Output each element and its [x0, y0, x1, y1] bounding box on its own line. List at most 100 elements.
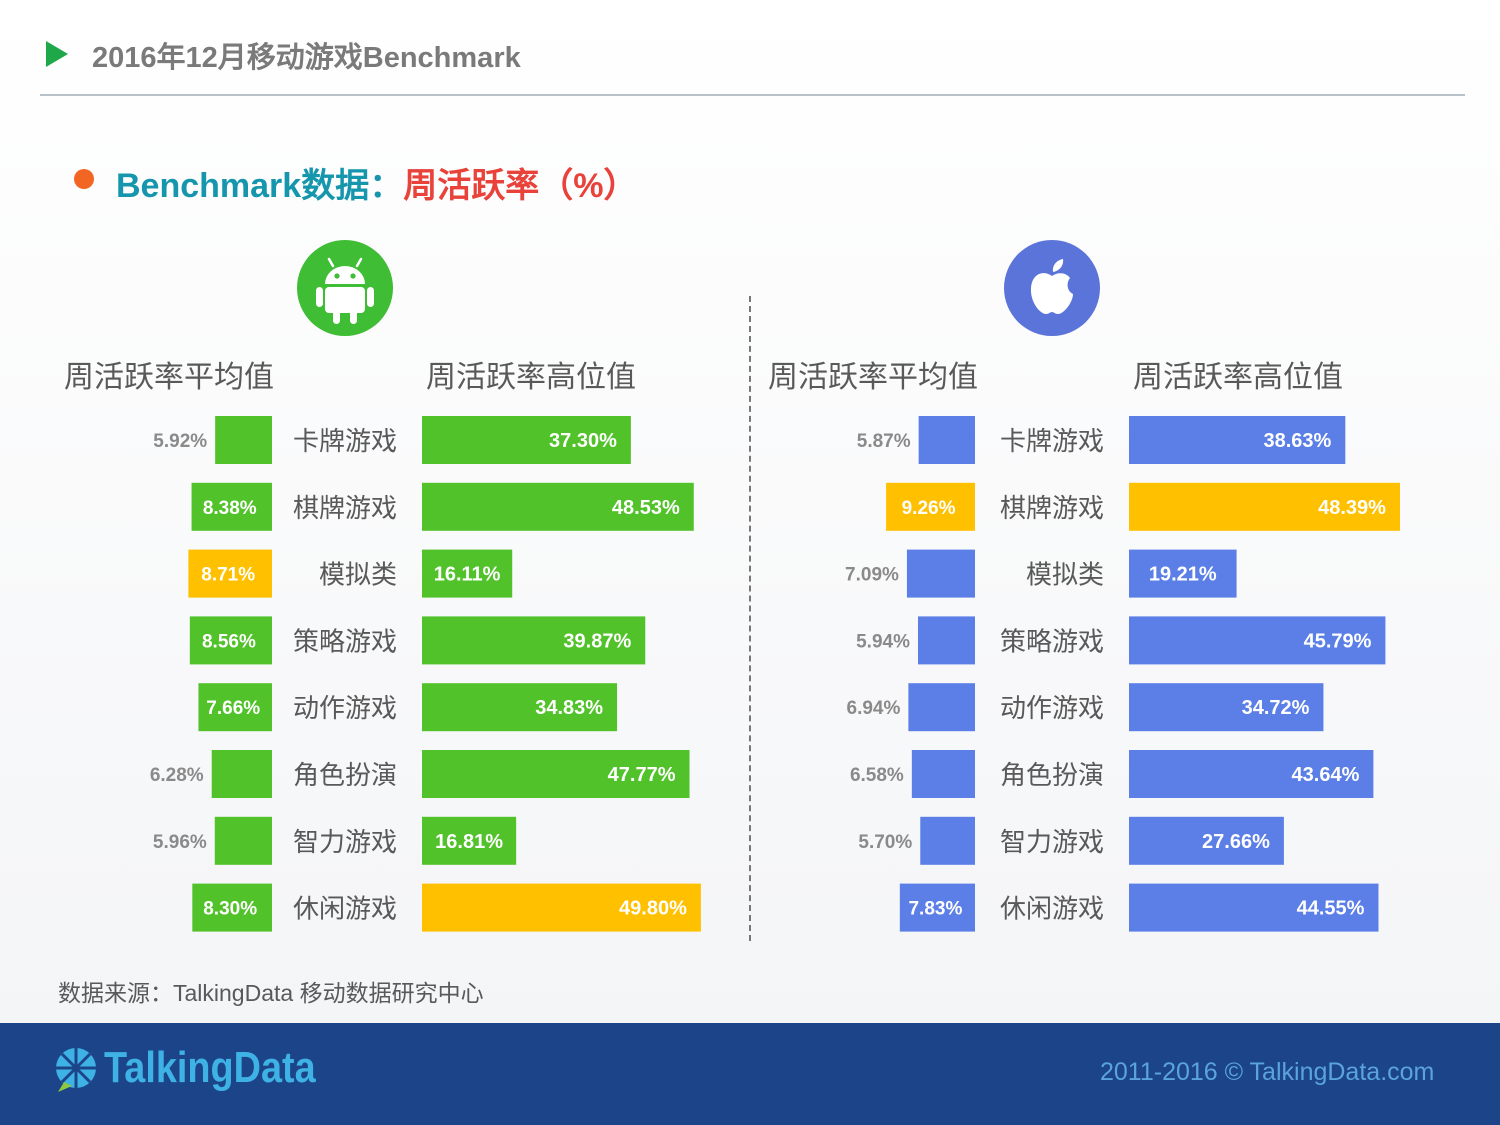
android-avg-header: 周活跃率平均值: [64, 361, 274, 394]
ios-high-bar: [1129, 482, 1400, 531]
ios-avg-bar: [908, 683, 975, 732]
brand-name: TalkingData: [104, 1043, 316, 1092]
ios-high-bar: [1129, 549, 1237, 598]
android-avg-bar: [215, 416, 272, 464]
android-avg-bar: [189, 616, 272, 665]
slide-header: 2016年12月移动游戏Benchmark: [0, 0, 1500, 100]
android-avg-bar: [198, 683, 272, 732]
subtitle-metric: 周活跃率（%）: [403, 167, 638, 205]
android-avg-bar: [188, 549, 272, 598]
android-high-label: 39.87%: [563, 630, 631, 652]
ios-avg-label: 5.87%: [857, 431, 911, 452]
ios-avg-label: 9.26%: [902, 498, 956, 519]
android-high-label: 37.30%: [549, 430, 617, 452]
ios-high-bar: [1129, 683, 1324, 732]
android-avg-bar: [211, 750, 272, 798]
ios-avg-label: 7.83%: [908, 899, 962, 920]
ios-category-label: 卡牌游戏: [1000, 426, 1104, 456]
ios-avg-bar: [906, 549, 975, 598]
android-panel: 周活跃率平均值 周活跃率高位值: [0, 230, 750, 950]
android-category-label: 智力游戏: [293, 827, 397, 857]
ios-high-label: 45.79%: [1304, 630, 1372, 652]
android-avg-label: 8.71%: [201, 565, 255, 586]
android-high-label: 16.81%: [435, 831, 503, 853]
android-category-label: 棋牌游戏: [293, 493, 397, 523]
ios-high-bar: [1129, 883, 1379, 932]
android-high-label: 34.83%: [535, 697, 603, 719]
subtitle-prefix: Benchmark数据：: [116, 167, 404, 205]
copyright: 2011-2016 © TalkingData.com: [1100, 1058, 1435, 1086]
page-title: 2016年12月移动游戏Benchmark: [92, 42, 521, 74]
android-avg-bar: [214, 816, 272, 865]
ios-high-bar: [1129, 816, 1284, 865]
android-avg-label: 7.66%: [206, 698, 260, 719]
ios-avg-label: 7.09%: [845, 565, 899, 586]
ios-category-label: 角色扮演: [1000, 760, 1104, 790]
ios-category-label: 模拟类: [1026, 560, 1104, 590]
ios-avg-label: 6.58%: [850, 765, 904, 786]
android-high-label: 16.11%: [434, 564, 501, 586]
ios-high-label: 43.64%: [1292, 764, 1360, 786]
ios-category-label: 动作游戏: [1000, 693, 1104, 723]
ios-panel: 周活跃率平均值 周活跃率高位值: [750, 230, 1500, 950]
android-avg-bar: [191, 482, 272, 531]
platform-divider: [749, 296, 751, 941]
android-high-bar: [422, 816, 517, 865]
ios-high-label: 38.63%: [1263, 430, 1331, 452]
ios-avg-bar: [917, 616, 975, 665]
android-category-label: 卡牌游戏: [293, 426, 397, 456]
talkingdata-logo-icon: [56, 1048, 96, 1092]
ios-high-label: 44.55%: [1297, 898, 1365, 920]
android-avg-bar: [192, 883, 272, 932]
ios-high-label: 48.39%: [1318, 497, 1386, 519]
ios-avg-header: 周活跃率平均值: [768, 361, 978, 394]
android-high-bar: [422, 683, 618, 732]
ios-avg-bar: [911, 750, 975, 798]
android-avg-label: 6.28%: [150, 765, 204, 786]
ios-category-label: 智力游戏: [1000, 827, 1104, 857]
section-subtitle: Benchmark数据：周活跃率（%）: [116, 158, 637, 207]
ios-category-label: 棋牌游戏: [1000, 493, 1104, 523]
android-category-label: 动作游戏: [293, 693, 397, 723]
header-divider: [40, 94, 1465, 96]
footer-bar: [0, 1023, 1500, 1125]
android-category-label: 策略游戏: [293, 626, 397, 656]
android-high-header: 周活跃率高位值: [426, 361, 636, 394]
android-high-bar: [422, 549, 513, 598]
data-source: 数据来源：TalkingData 移动数据研究中心: [58, 980, 484, 1006]
ios-high-bar: [1129, 616, 1386, 665]
android-avg-label: 8.38%: [203, 498, 257, 519]
ios-avg-bar: [899, 883, 975, 932]
ios-high-label: 27.66%: [1202, 831, 1270, 853]
ios-high-header: 周活跃率高位值: [1133, 361, 1343, 394]
android-category-label: 休闲游戏: [293, 894, 397, 924]
android-high-bar: [422, 616, 646, 665]
ios-high-label: 34.72%: [1242, 697, 1310, 719]
ios-high-label: 19.21%: [1149, 564, 1217, 586]
android-avg-label: 8.30%: [203, 899, 257, 920]
ios-avg-label: 5.70%: [858, 832, 912, 853]
ios-avg-bar: [918, 416, 975, 464]
ios-avg-bar: [920, 816, 975, 865]
android-high-label: 47.77%: [608, 764, 676, 786]
android-high-bar: [422, 482, 694, 531]
android-avg-label: 5.92%: [153, 431, 207, 452]
ios-high-bar: [1129, 416, 1346, 464]
android-icon: [297, 240, 393, 336]
ios-category-label: 休闲游戏: [1000, 894, 1104, 924]
android-category-label: 模拟类: [319, 560, 397, 590]
play-triangle-icon: [46, 41, 68, 67]
ios-avg-label: 5.94%: [856, 631, 910, 652]
ios-avg-label: 6.94%: [847, 698, 901, 719]
android-high-bar: [422, 750, 690, 798]
android-high-label: 48.53%: [612, 497, 680, 519]
android-avg-label: 5.96%: [153, 832, 207, 853]
android-high-label: 49.80%: [619, 898, 687, 920]
bullet-dot-icon: [74, 169, 94, 189]
ios-high-bar: [1129, 750, 1374, 798]
android-category-label: 角色扮演: [293, 760, 397, 790]
ios-avg-bar: [886, 482, 975, 531]
android-avg-label: 8.56%: [202, 631, 256, 652]
apple-icon: [1004, 240, 1100, 336]
